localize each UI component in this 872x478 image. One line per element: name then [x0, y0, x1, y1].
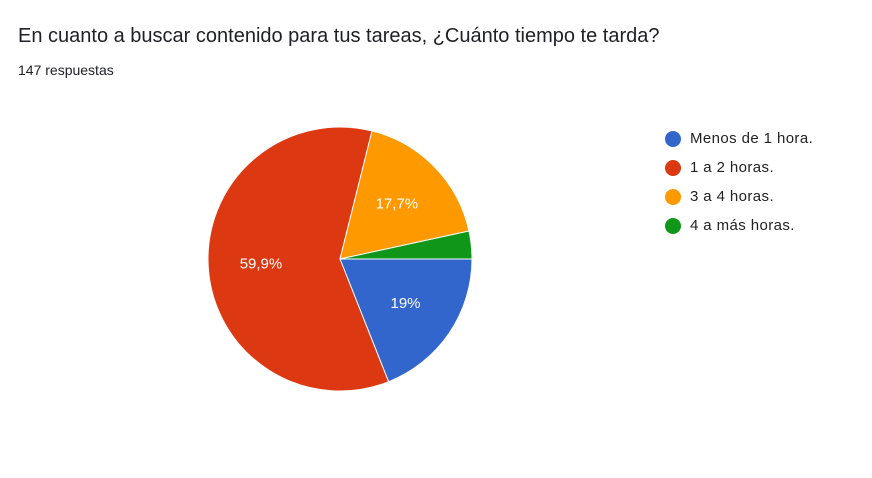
pie-slice-1[interactable]: [207, 126, 390, 392]
legend-item-4-a-mas-horas[interactable]: 4 a más horas.: [665, 211, 813, 240]
chart-title: En cuanto a buscar contenido para tus ta…: [18, 25, 660, 47]
legend-swatch: [665, 188, 681, 205]
legend-label: 4 a más horas.: [690, 217, 795, 234]
legend-item-3-a-4-horas[interactable]: 3 a 4 horas.: [665, 182, 813, 211]
legend-label: 1 a 2 horas.: [690, 159, 775, 176]
slice-label-0: 19%: [390, 295, 420, 312]
chart-legend: Menos de 1 hora. 1 a 2 horas. 3 a 4 hora…: [665, 124, 813, 240]
legend-swatch: [665, 217, 681, 234]
response-count: 147 respuestas: [18, 62, 114, 78]
legend-swatch: [665, 130, 681, 147]
pie-slice-2[interactable]: [339, 130, 470, 260]
slice-label-2: 17,7%: [376, 195, 419, 212]
legend-item-1-a-2-horas[interactable]: 1 a 2 horas.: [665, 153, 813, 182]
slice-label-1: 59,9%: [240, 256, 283, 273]
legend-label: Menos de 1 hora.: [690, 130, 814, 147]
legend-item-menos-de-1-hora[interactable]: Menos de 1 hora.: [665, 124, 813, 153]
pie-slice-0[interactable]: [339, 258, 473, 383]
legend-swatch: [665, 159, 681, 176]
pie-slice-3[interactable]: [339, 230, 473, 260]
legend-label: 3 a 4 horas.: [690, 188, 775, 205]
